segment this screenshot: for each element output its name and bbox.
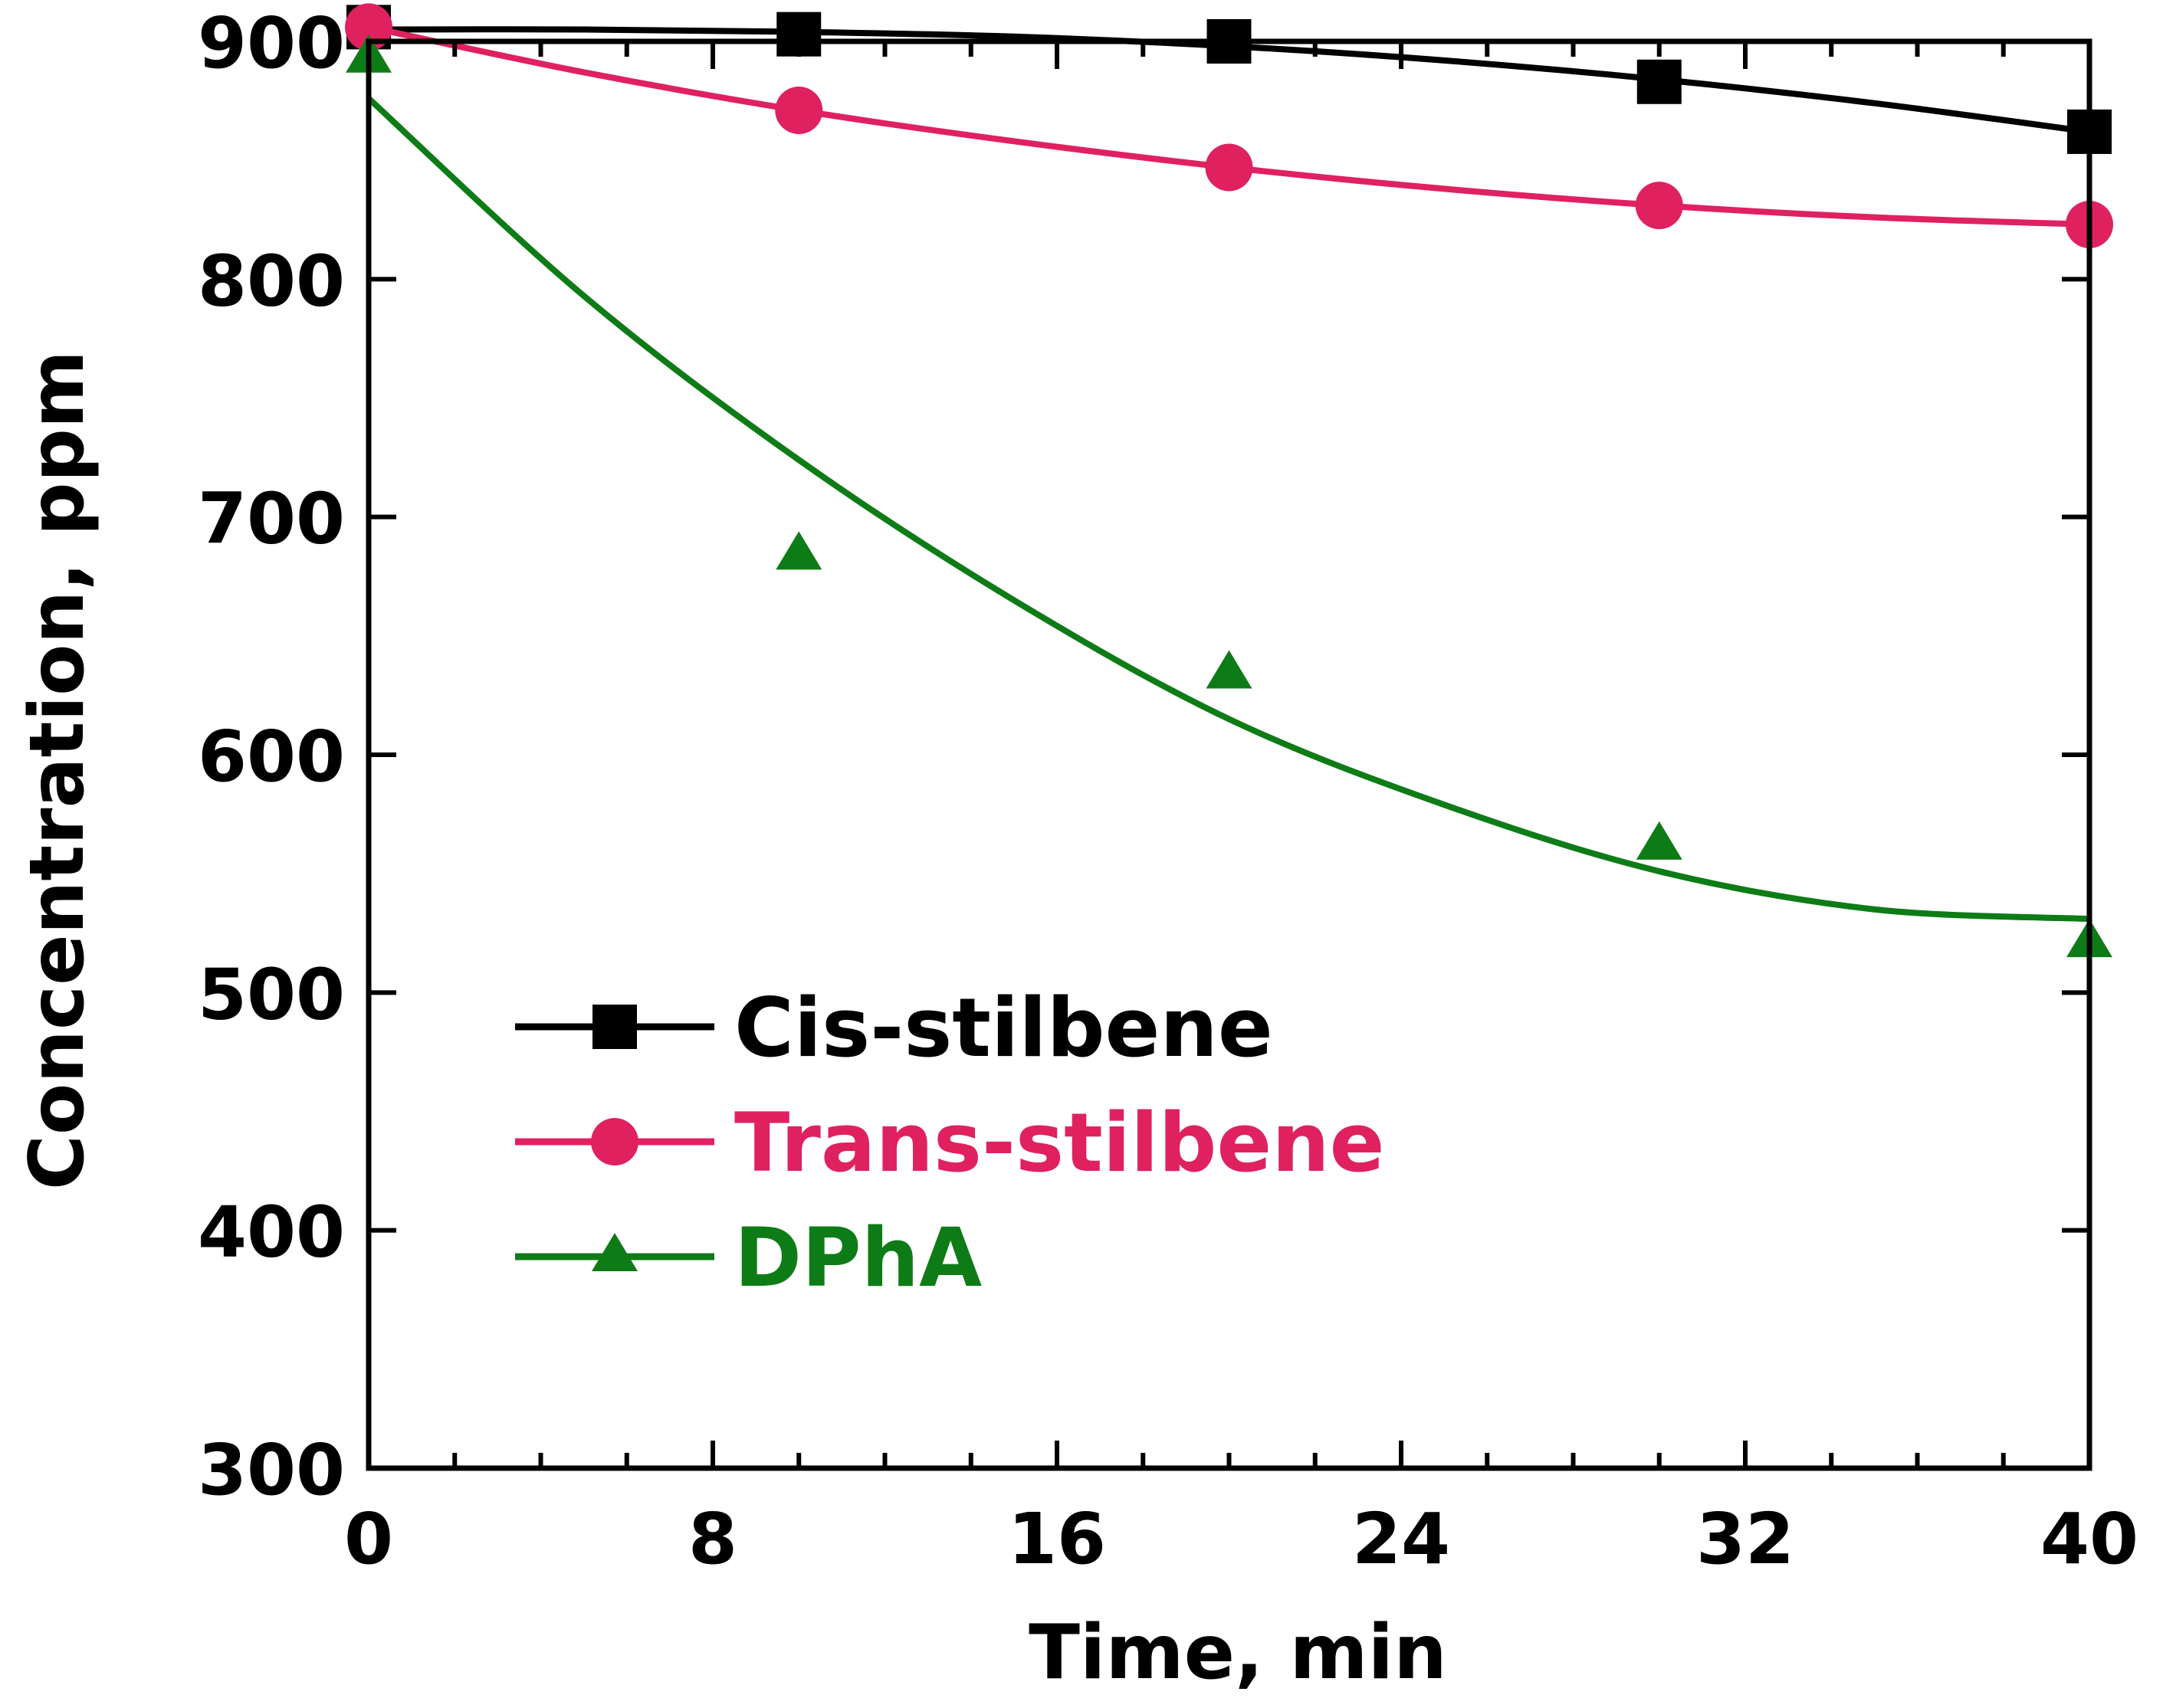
- x-axis-title: Time, min: [1029, 1609, 1447, 1697]
- y-tick-label: 500: [198, 953, 345, 1035]
- dpha-fit-line: [366, 96, 2090, 923]
- data-markers: [345, 3, 2113, 958]
- dpha-point: [1636, 821, 1682, 860]
- legend-marker-cis-stilbene: [592, 1005, 637, 1049]
- x-tick-label: 24: [1352, 1498, 1450, 1580]
- y-tick-label: 800: [198, 240, 345, 322]
- trans-stilbene-point: [1635, 182, 1683, 230]
- tick-labels: 0 8 16 24 32 40 300 400 500 600 700 800 900: [198, 2, 2138, 1580]
- legend: Cis-stilbene Trans-stilbene DPhA: [515, 981, 1385, 1305]
- x-tick-label: 40: [2040, 1498, 2138, 1580]
- legend-label-trans-stilbene: Trans-stilbene: [734, 1096, 1385, 1190]
- legend-label-cis-stilbene: Cis-stilbene: [734, 981, 1273, 1075]
- legend-label-dpha: DPhA: [734, 1211, 982, 1305]
- trans-stilbene-point: [775, 86, 823, 134]
- legend-marker-trans-stilbene: [591, 1118, 638, 1165]
- y-axis-title: Concentration, ppm: [14, 350, 101, 1190]
- axis-ticks: [366, 39, 2092, 1470]
- trans-stilbene-point: [1205, 143, 1253, 192]
- legend-marker-dpha: [592, 1233, 638, 1271]
- y-tick-label: 400: [198, 1192, 345, 1274]
- y-tick-label: 600: [198, 716, 345, 798]
- y-tick-label: 900: [198, 2, 345, 84]
- dpha-point: [1206, 650, 1252, 689]
- y-tick-label: 300: [198, 1429, 345, 1511]
- x-tick-label: 0: [344, 1498, 393, 1580]
- x-tick-label: 8: [688, 1498, 737, 1580]
- dpha-point: [776, 531, 822, 570]
- x-tick-label: 32: [1696, 1498, 1794, 1580]
- x-tick-label: 16: [1008, 1498, 1106, 1580]
- y-tick-label: 700: [198, 478, 345, 560]
- cis-stilbene-point: [1636, 59, 1682, 104]
